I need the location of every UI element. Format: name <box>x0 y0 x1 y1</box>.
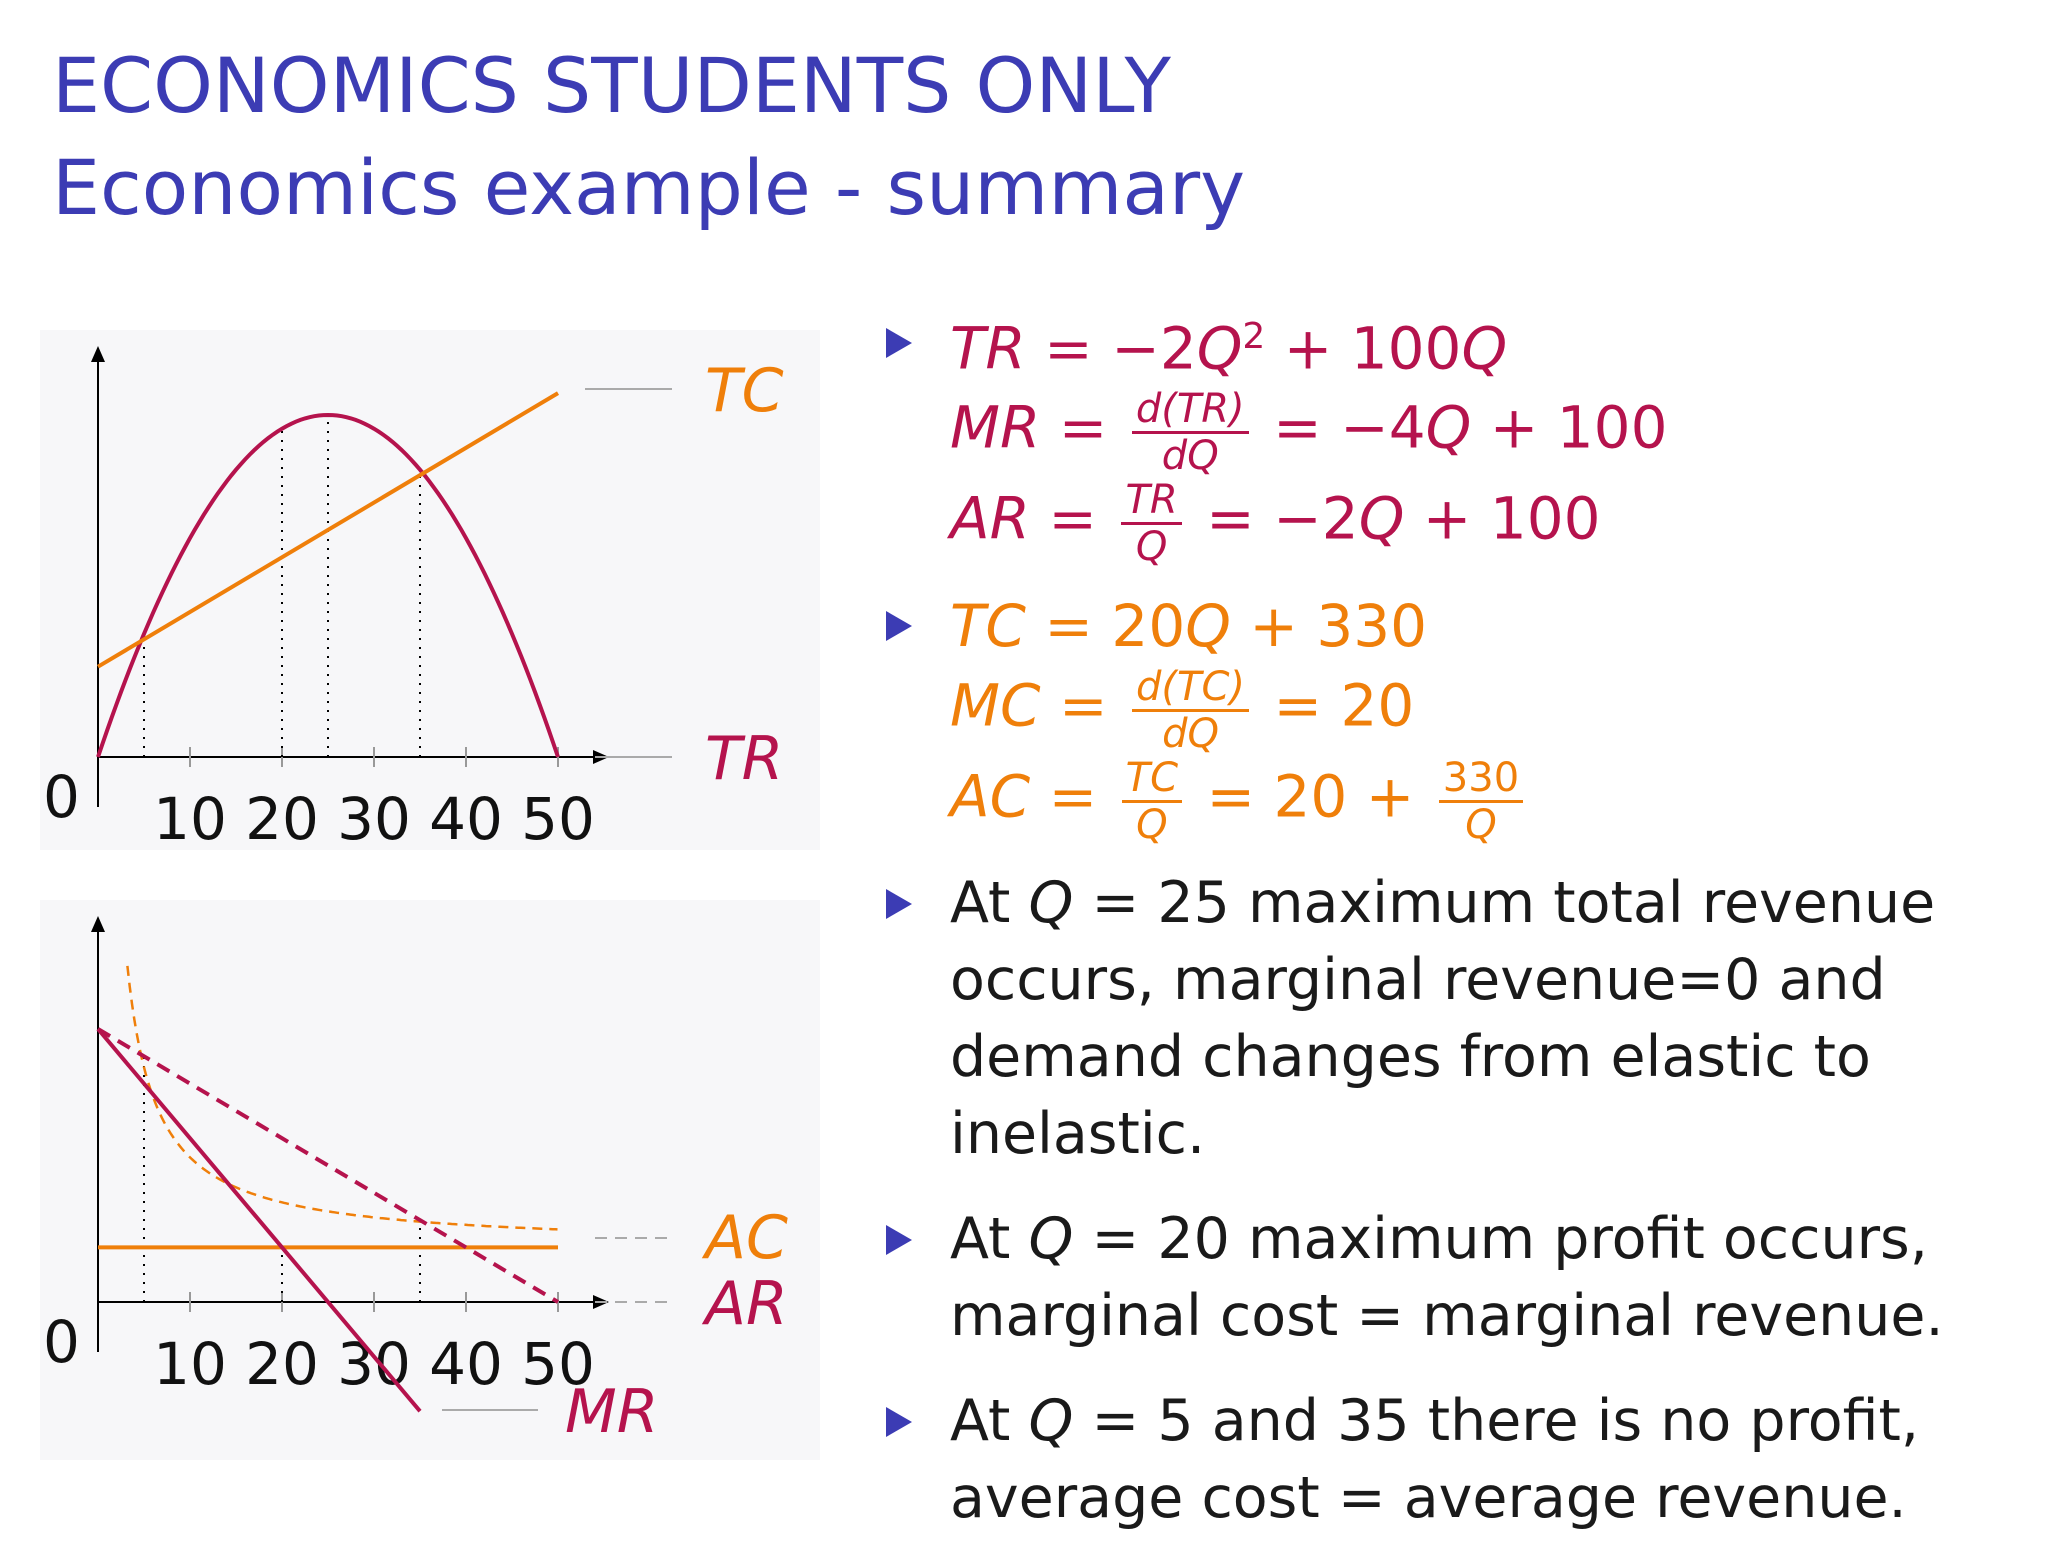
statement-line: At Q = 20 maximum profit occurs, <box>950 1206 1928 1273</box>
x-tick-label: 40 <box>429 785 503 853</box>
tr-label: TR <box>705 724 783 794</box>
tr-tc-chart: 0 10 20 30 40 50 TC TR <box>43 346 784 853</box>
bullet-statement-3: At Q = 5 and 35 there is no profit, avera… <box>880 1383 2030 1537</box>
statement-line: occurs, marginal revenue=0 and <box>950 947 1886 1014</box>
mc-equation: MC = d(TC) dQ = 20 <box>950 664 1415 758</box>
ar-equation: AR = TR Q = −2Q + 100 <box>950 477 1601 571</box>
bullet-triangle-icon <box>886 611 912 642</box>
bullet-triangle-icon <box>886 1225 912 1256</box>
bullet-triangle-icon <box>886 889 912 920</box>
tr-equation: TR = −2Q2 + 100Q <box>950 314 1508 383</box>
tc-equation: TC = 20Q + 330 <box>950 592 1428 661</box>
x-tick-label: 50 <box>521 785 595 853</box>
statement-line: At Q = 5 and 35 there is no profit, <box>950 1388 1920 1455</box>
bullet-revenue-equations: TR = −2Q2 + 100Q MR = d(TR) dQ = −4Q + 10… <box>880 298 2030 569</box>
statement-line: average cost = average revenue. <box>950 1465 1907 1532</box>
tr-curve <box>96 412 560 758</box>
x-tick-label: 20 <box>245 785 319 853</box>
mr-equation: MR = d(TR) dQ = −4Q + 100 <box>950 386 1668 480</box>
ar-label: AR <box>701 1269 788 1339</box>
statement-line: marginal cost = marginal revenue. <box>950 1283 1944 1350</box>
slide-title-line2: Economics example - summary <box>52 143 1246 232</box>
x-tick-label: 30 <box>337 785 411 853</box>
bullet-cost-equations: TC = 20Q + 330 MC = d(TC) dQ = 20 AC = TC… <box>880 587 2030 847</box>
x-tick-label: 40 <box>429 1330 503 1398</box>
origin-label: 0 <box>43 763 80 831</box>
x-tick-label: 50 <box>521 1330 595 1398</box>
x-tick-label: 10 <box>153 1330 227 1398</box>
y-axis-arrow <box>91 916 105 932</box>
bullet-statement-1: At Q = 25 maximum total revenue occurs, m… <box>880 865 2030 1173</box>
ac-equation: AC = TC Q = 20 + 330 Q <box>880 756 2030 847</box>
statement-list: At Q = 25 maximum total revenue occurs, m… <box>880 865 2030 1537</box>
slide-title-line1: ECONOMICS STUDENTS ONLY <box>52 41 1171 130</box>
origin-label: 0 <box>43 1308 80 1376</box>
tc-line <box>96 391 560 669</box>
x-tick-label: 20 <box>245 1330 319 1398</box>
tc-label: TC <box>705 356 784 426</box>
mr-line <box>96 1027 422 1413</box>
bullet-statement-2: At Q = 20 maximum profit occurs, marginal… <box>880 1201 2030 1355</box>
statement-line: At Q = 25 maximum total revenue <box>950 870 1936 937</box>
statement-line: inelastic. <box>950 1101 1206 1168</box>
y-axis-arrow <box>91 346 105 362</box>
x-tick-label: 10 <box>153 785 227 853</box>
cost-revenue-chart-panel: 0 10 20 30 40 50 AC AR MR <box>40 900 820 1460</box>
mr-label: MR <box>565 1377 658 1447</box>
statement-line: demand changes from elastic to <box>950 1024 1871 1091</box>
ar-line <box>96 1027 560 1304</box>
ac-curve <box>126 965 558 1231</box>
bullet-triangle-icon <box>886 328 912 358</box>
summary-bullets: TR = −2Q2 + 100Q MR = d(TR) dQ = −4Q + 10… <box>880 298 2030 1565</box>
ac-label: AC <box>701 1203 788 1273</box>
bullet-triangle-icon <box>886 1407 912 1438</box>
tr-tc-chart-panel: 0 10 20 30 40 50 TC TR <box>40 330 820 853</box>
